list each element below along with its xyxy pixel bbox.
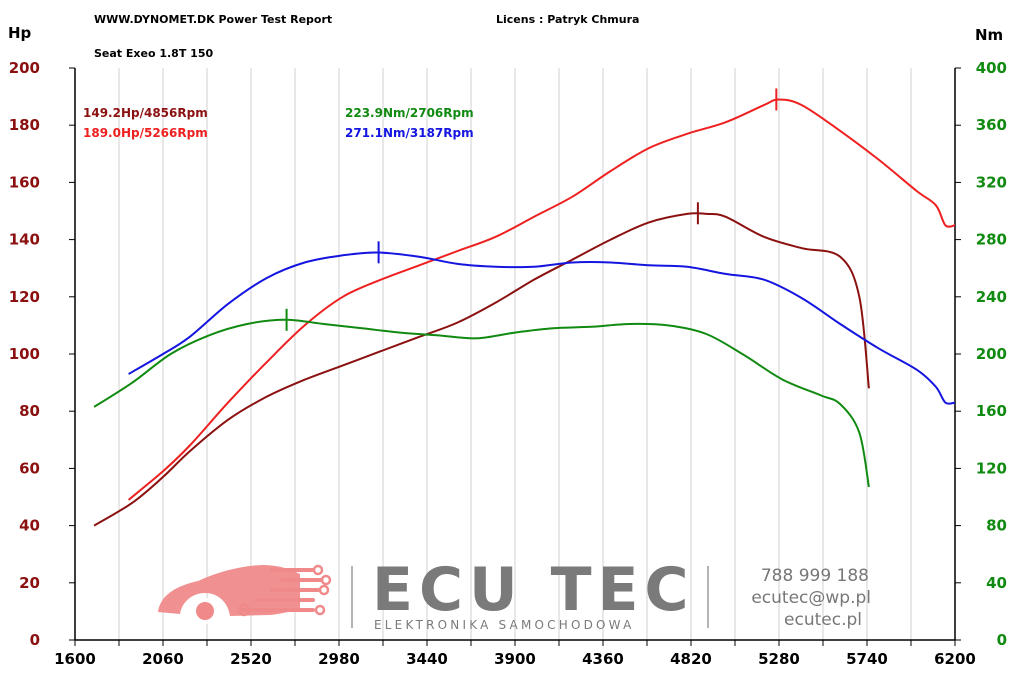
right-tick-label: 200 bbox=[976, 345, 1007, 363]
x-tick-label: 2520 bbox=[230, 650, 272, 668]
left-axis-unit: Hp bbox=[8, 24, 32, 42]
left-tick-label: 100 bbox=[9, 345, 40, 363]
right-tick-label: 280 bbox=[976, 231, 1007, 249]
right-tick-label: 160 bbox=[976, 402, 1007, 420]
series-line-0 bbox=[93, 212, 870, 527]
left-tick-label: 160 bbox=[9, 173, 40, 191]
left-tick-labels: 0 20 40 60 80 100 120 140 160 180 200 bbox=[9, 59, 75, 649]
annotation-nm-2: 271.1Nm/3187Rpm bbox=[345, 126, 474, 140]
x-tick-label: 4360 bbox=[582, 650, 624, 668]
left-tick-label: 200 bbox=[9, 59, 40, 77]
x-tick-label: 5280 bbox=[758, 650, 800, 668]
logo-website: ecutec.pl bbox=[784, 610, 862, 630]
left-tick-label: 80 bbox=[19, 402, 40, 420]
series-line-1 bbox=[127, 98, 956, 501]
annotation-hp-1: 149.2Hp/4856Rpm bbox=[83, 106, 208, 120]
x-tick-label: 6200 bbox=[934, 650, 976, 668]
logo-name: ECU TEC bbox=[372, 555, 695, 625]
logo-email: ecutec@wp.pl bbox=[751, 588, 871, 608]
left-tick-label: 140 bbox=[9, 231, 40, 249]
x-tick-label: 4820 bbox=[670, 650, 712, 668]
annotation-hp-2: 189.0Hp/5266Rpm bbox=[83, 126, 208, 140]
ecutec-logo: ECU TEC ELEKTRONIKA SAMOCHODOWA 788 999 … bbox=[158, 555, 871, 632]
series-line-2 bbox=[93, 318, 870, 488]
series-line-3 bbox=[128, 251, 956, 405]
x-tick-label: 2980 bbox=[318, 650, 360, 668]
series-lines bbox=[93, 98, 956, 527]
left-tick-label: 180 bbox=[9, 116, 40, 134]
logo-tagline: ELEKTRONIKA SAMOCHODOWA bbox=[374, 618, 635, 632]
right-tick-label: 320 bbox=[976, 173, 1007, 191]
report-header: WWW.DYNOMET.DK Power Test Report bbox=[94, 13, 332, 26]
x-tick-labels: 1600 2060 2520 2980 3440 3900 4360 4820 5280 5740… bbox=[54, 640, 976, 668]
license-label: Licens : Patryk Chmura bbox=[496, 13, 639, 26]
vehicle-label: Seat Exeo 1.8T 150 bbox=[94, 47, 213, 60]
peak-markers bbox=[285, 88, 778, 331]
right-tick-label: 0 bbox=[997, 631, 1007, 649]
right-tick-label: 80 bbox=[986, 517, 1007, 535]
left-tick-label: 0 bbox=[30, 631, 40, 649]
right-tick-label: 240 bbox=[976, 288, 1007, 306]
left-tick-label: 120 bbox=[9, 288, 40, 306]
x-tick-label: 1600 bbox=[54, 650, 96, 668]
logo-phone: 788 999 188 bbox=[761, 566, 869, 586]
right-tick-label: 400 bbox=[976, 59, 1007, 77]
x-tick-label: 5740 bbox=[846, 650, 888, 668]
right-axis-unit: Nm bbox=[975, 26, 1003, 44]
right-tick-label: 40 bbox=[986, 574, 1007, 592]
right-tick-label: 360 bbox=[976, 116, 1007, 134]
annotation-nm-1: 223.9Nm/2706Rpm bbox=[345, 106, 474, 120]
left-tick-label: 40 bbox=[19, 517, 40, 535]
x-tick-label: 3900 bbox=[494, 650, 536, 668]
right-tick-labels: 0 40 80 120 160 200 240 280 320 360 400 bbox=[955, 59, 1007, 649]
left-tick-label: 20 bbox=[19, 574, 40, 592]
left-tick-label: 60 bbox=[19, 459, 40, 477]
right-tick-label: 120 bbox=[976, 459, 1007, 477]
x-tick-label: 2060 bbox=[142, 650, 184, 668]
x-tick-label: 3440 bbox=[406, 650, 448, 668]
car-icon bbox=[158, 564, 332, 624]
